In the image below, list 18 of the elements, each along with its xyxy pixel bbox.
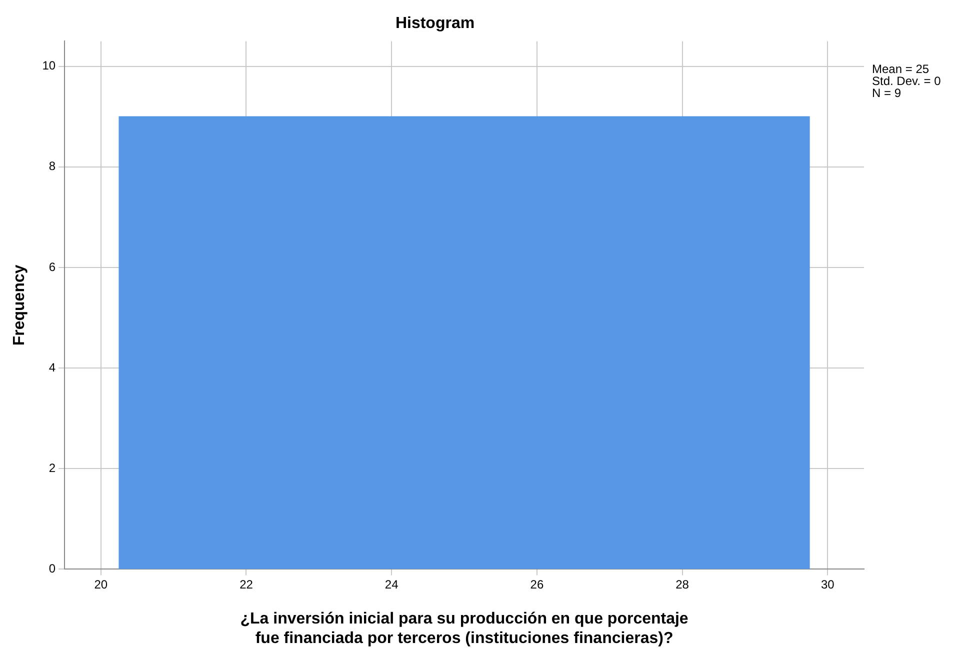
y-tick-label: 10 — [42, 58, 56, 73]
y-tick-label: 6 — [48, 260, 56, 274]
x-tick-label: 28 — [676, 578, 690, 592]
y-tick-label: 4 — [48, 360, 56, 374]
text: Std. Dev. = 0 — [872, 74, 941, 88]
x-tick-label: 24 — [384, 578, 399, 592]
x-tick-label: 26 — [530, 578, 544, 592]
y-tick-label: 8 — [48, 159, 56, 174]
text: N = 9 — [872, 86, 902, 100]
x-tick-label: 20 — [94, 578, 108, 592]
y-axis-title: Frequency — [11, 264, 28, 346]
chart-title: Histogram — [395, 15, 475, 32]
x-axis-title: ¿La inversión inicial para su producción en que porcentaje fue financiada por terceros (instituciones financieras)? — [240, 610, 688, 647]
x-tick-label: 30 — [820, 578, 835, 592]
text: Mean = 25 — [872, 62, 930, 76]
y-tick-label: 2 — [48, 460, 56, 475]
x-tick-label: 22 — [240, 578, 254, 592]
y-tick-label: 0 — [48, 562, 56, 576]
